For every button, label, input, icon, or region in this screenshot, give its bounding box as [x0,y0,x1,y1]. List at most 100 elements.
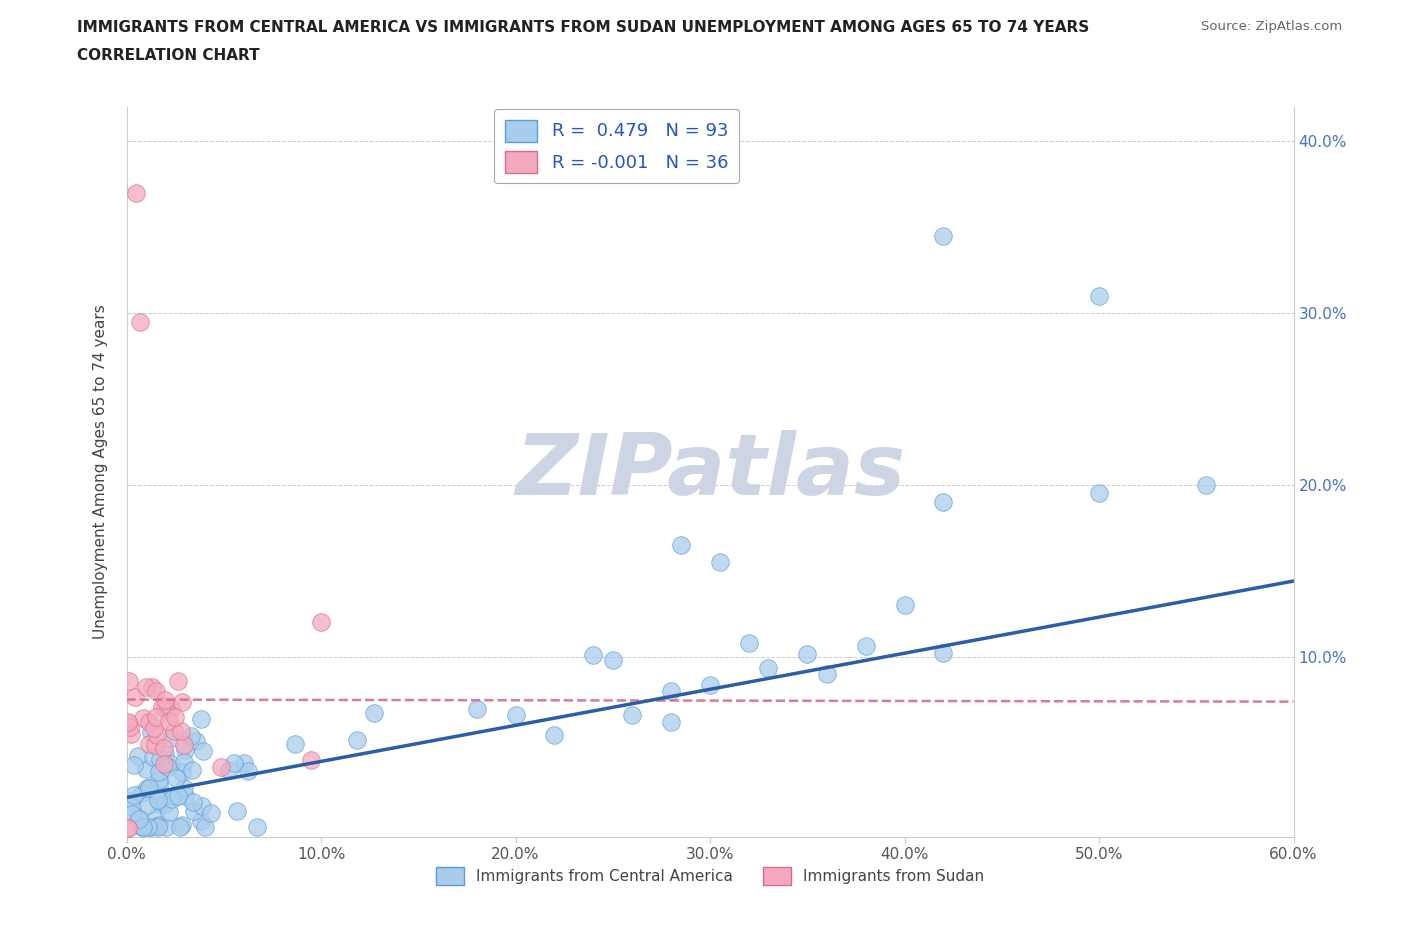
Point [465,701,488,716]
Point [855,639,877,654]
Point [932,495,955,510]
Point [139,724,162,739]
Point [127,749,149,764]
Point [815,667,838,682]
Point [173,743,195,758]
Point [224,755,246,770]
Point [1088,288,1111,303]
Point [155,692,177,707]
Point [543,727,565,742]
Point [138,715,160,730]
Point [136,819,159,834]
Point [124,689,146,704]
Point [170,724,193,738]
Point [236,764,259,778]
Point [893,598,915,613]
Point [165,710,187,724]
Point [117,716,139,731]
Point [131,786,153,801]
Point [122,757,145,772]
Point [138,798,160,813]
Point [363,706,385,721]
Point [932,229,955,244]
Point [184,734,207,749]
Point [209,760,232,775]
Point [190,814,212,829]
Point [167,674,190,689]
Point [139,819,162,834]
Point [145,810,167,825]
Point [183,804,205,818]
Point [181,795,204,810]
Point [181,763,204,777]
Point [346,733,368,748]
Point [131,819,153,834]
Point [190,711,212,726]
Point [659,714,682,729]
Point [120,727,142,742]
Point [135,780,157,795]
Point [146,792,169,807]
Point [173,737,195,752]
Point [1195,477,1218,492]
Point [163,724,186,738]
Point [128,811,150,826]
Point [135,762,157,777]
Point [149,752,172,767]
Point [738,635,761,650]
Point [621,707,644,722]
Point [132,711,155,725]
Point [138,781,160,796]
Point [174,789,197,804]
Point [170,695,193,710]
Point [135,680,157,695]
Point [169,819,191,834]
Point [148,817,170,832]
Point [284,737,307,751]
Point [145,710,167,724]
Point [157,714,180,729]
Point [796,646,818,661]
Point [121,806,143,821]
Point [150,699,173,714]
Point [157,759,180,774]
Point [180,728,202,743]
Point [170,817,193,832]
Text: CORRELATION CHART: CORRELATION CHART [77,48,260,63]
Point [218,763,240,777]
Point [125,185,148,200]
Point [146,727,169,742]
Point [932,646,955,661]
Point [145,684,167,698]
Point [153,747,176,762]
Point [246,819,269,834]
Point [156,702,179,717]
Point [173,780,195,795]
Y-axis label: Unemployment Among Ages 65 to 74 years: Unemployment Among Ages 65 to 74 years [93,305,108,639]
Point [699,678,721,693]
Point [159,700,181,715]
Point [120,793,142,808]
Point [120,720,142,735]
Point [659,684,682,698]
Point [233,755,256,770]
Point [118,673,141,688]
Point [709,554,731,569]
Point [669,538,692,552]
Point [299,752,322,767]
Point [142,750,165,764]
Text: IMMIGRANTS FROM CENTRAL AMERICA VS IMMIGRANTS FROM SUDAN UNEMPLOYMENT AMONG AGES: IMMIGRANTS FROM CENTRAL AMERICA VS IMMIG… [77,20,1090,35]
Point [162,791,184,806]
Point [582,647,605,662]
Point [157,804,180,819]
Point [505,708,527,723]
Point [145,818,167,833]
Point [121,800,143,815]
Point [152,740,174,755]
Point [149,796,172,811]
Point [159,757,181,772]
Point [194,819,217,834]
Point [122,788,145,803]
Point [173,754,195,769]
Point [153,756,176,771]
